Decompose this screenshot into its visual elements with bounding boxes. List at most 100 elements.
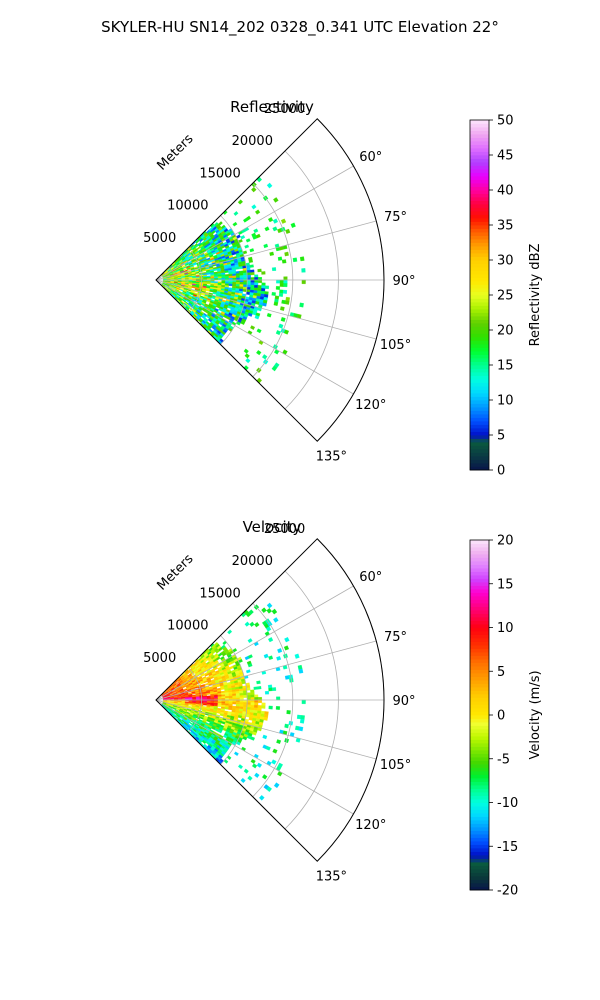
echo-bin <box>246 692 251 696</box>
echo-bin <box>243 692 248 696</box>
azimuth-spoke <box>155 699 377 760</box>
echo-bin <box>277 648 283 654</box>
echo-bin <box>271 687 277 691</box>
echo-bin <box>257 285 262 289</box>
colorbar-segment <box>470 571 489 576</box>
echo-bin <box>284 300 290 305</box>
colorbar-segment <box>470 221 489 226</box>
range-tick-label: 15000 <box>199 166 240 181</box>
colorbar-tick-label: 30 <box>497 254 514 269</box>
colorbar-segment <box>470 862 489 866</box>
echo-bin <box>246 669 251 674</box>
colorbar-segment <box>470 673 489 677</box>
colorbar-segment <box>470 246 489 250</box>
colorbar-segment <box>470 582 489 586</box>
colorbar-segment <box>470 228 489 233</box>
colorbar-segment <box>470 851 489 856</box>
colorbar-segment <box>470 365 489 369</box>
echo-bin <box>264 226 270 232</box>
echo-bin <box>232 701 237 705</box>
colorbar-segment <box>470 641 489 646</box>
echo-bin <box>299 718 305 724</box>
colorbar-segment <box>470 606 489 611</box>
colorbar-segment <box>470 638 489 642</box>
colorbar-segment <box>470 865 489 870</box>
colorbar-segment <box>470 305 489 310</box>
echo-bin <box>254 279 259 283</box>
echo-bin <box>254 277 259 281</box>
colorbar-tick-label: 10 <box>497 621 514 636</box>
echo-bin <box>246 702 251 706</box>
colorbar-segment <box>470 319 489 324</box>
echo-bin <box>283 276 288 281</box>
colorbar-segment <box>470 459 489 464</box>
colorbar-segment <box>470 883 489 887</box>
colorbar-segment <box>470 379 489 383</box>
echo-bin <box>271 292 276 296</box>
colorbar-segment <box>470 732 489 737</box>
echo-bin <box>251 763 258 769</box>
echo-bin <box>263 716 268 721</box>
colorbar-segment <box>470 617 489 621</box>
colorbar-segment <box>470 743 489 747</box>
colorbar-segment <box>470 568 489 572</box>
colorbar-segment <box>470 410 489 415</box>
radial-axis-label: Meters <box>155 551 197 593</box>
range-tick-label: 25000 <box>264 102 305 117</box>
echo-bin <box>214 696 219 699</box>
echo-bin <box>188 283 193 285</box>
echo-bin <box>277 256 283 261</box>
colorbar-segment <box>470 767 489 772</box>
echo-bin <box>261 354 268 360</box>
echo-bin <box>257 268 262 273</box>
colorbar-segment <box>470 879 489 884</box>
echo-bin <box>301 279 306 285</box>
colorbar-segment <box>470 599 489 604</box>
colorbar-segment <box>470 351 489 355</box>
colorbar-segment <box>470 610 489 614</box>
echo-bin <box>298 726 304 732</box>
echo-bin <box>246 704 251 708</box>
echo-bin <box>218 221 223 226</box>
colorbar-segment <box>470 197 489 201</box>
echo-bin <box>261 288 266 292</box>
colorbar-segment <box>470 872 489 877</box>
echo-bin <box>237 199 244 205</box>
echo-bin <box>299 256 305 262</box>
echo-bin <box>256 328 262 334</box>
echo-bin <box>246 274 251 278</box>
colorbar-segment <box>470 785 489 789</box>
echo-bin <box>228 693 233 697</box>
echo-bin <box>257 699 262 703</box>
echo-bin <box>263 243 269 249</box>
colorbar-segment <box>470 386 489 390</box>
colorbar-tick-label: -20 <box>497 884 518 899</box>
echo-bin <box>250 272 255 276</box>
echo-bin <box>250 704 255 708</box>
echo-bin <box>279 279 284 284</box>
echo-bin <box>278 323 284 329</box>
colorbar-segment <box>470 547 489 551</box>
colorbar-segment <box>470 407 489 411</box>
azimuth-tick-label: 90° <box>392 694 415 709</box>
colorbar-segment <box>470 141 489 145</box>
echo-bin <box>210 276 215 279</box>
colorbar-segment <box>470 239 489 243</box>
echo-bin <box>271 267 277 271</box>
range-tick-label: 5000 <box>143 651 176 666</box>
colorbar-segment <box>470 655 489 660</box>
echo-bin <box>284 636 290 643</box>
echo-bin <box>267 637 274 643</box>
colorbar-segment <box>470 690 489 695</box>
echo-bin <box>244 244 249 249</box>
colorbar-segment <box>470 162 489 166</box>
colorbar-segment <box>470 277 489 282</box>
echo-bin <box>276 696 281 701</box>
colorbar-segment <box>470 858 489 863</box>
colorbar-segment <box>470 837 489 842</box>
radial-axis-label: Meters <box>155 131 197 173</box>
echo-bin <box>268 687 273 692</box>
echo-bin <box>251 204 257 210</box>
colorbar-segment <box>470 855 489 859</box>
colorbar-segment <box>470 260 489 264</box>
